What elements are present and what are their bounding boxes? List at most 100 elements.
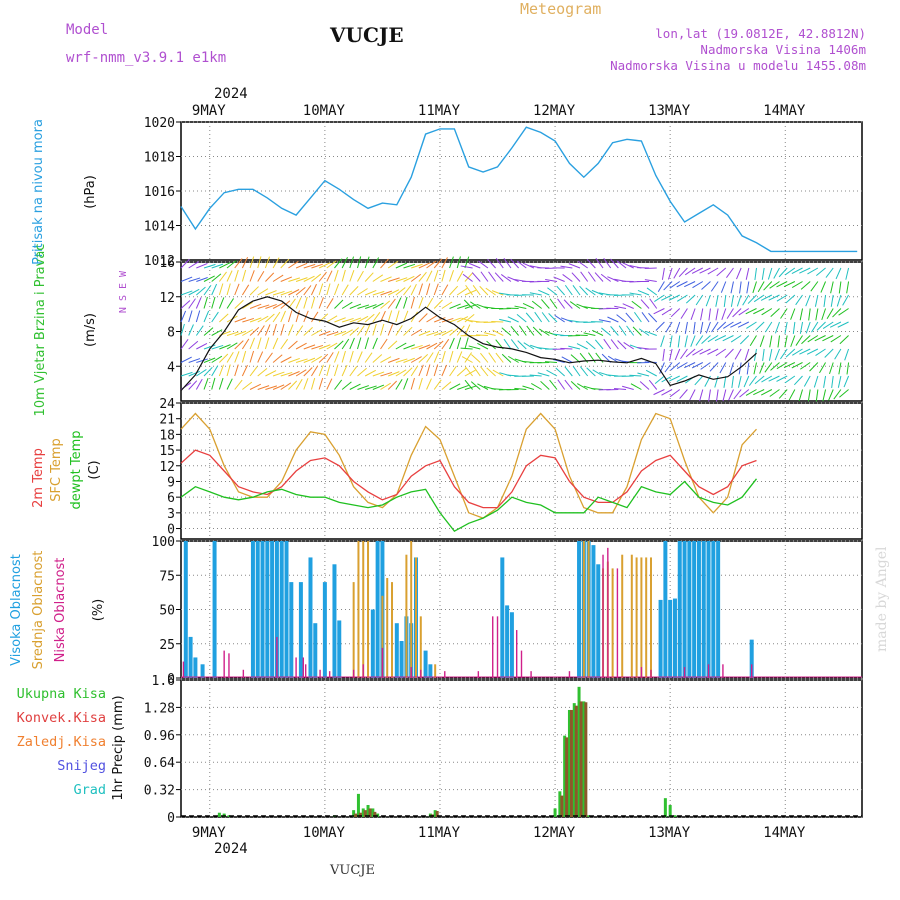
- wind-barb: [762, 348, 765, 361]
- wind-barb: [226, 378, 233, 390]
- wind-barb: [728, 389, 734, 401]
- wind-barb: [310, 296, 316, 309]
- wind-barb: [218, 271, 227, 282]
- wind-barb: [434, 317, 446, 323]
- wind-barb: [491, 290, 504, 296]
- wind-barb: [592, 329, 604, 336]
- wind-barb: [699, 267, 711, 274]
- wind-barb: [264, 256, 270, 269]
- wind-barb: [480, 352, 489, 363]
- ylabel-t2m: 2m Temp: [31, 448, 46, 508]
- wind-barb: [295, 277, 308, 282]
- wind-barb: [441, 284, 449, 296]
- model-name: wrf-nmm_v3.9.1 e1km: [66, 50, 226, 66]
- wind-barb: [403, 296, 408, 309]
- wind-barb: [372, 384, 385, 390]
- wind-barb: [403, 285, 412, 296]
- cloud-bar-0: [183, 541, 188, 678]
- wind-barb: [357, 351, 363, 363]
- wind-barb: [372, 354, 383, 363]
- day-label-top: 13MAY: [648, 103, 691, 119]
- day-label-bottom: 14MAY: [763, 825, 806, 841]
- wind-barb: [790, 308, 796, 320]
- wind-barb: [810, 281, 819, 292]
- wind-barb: [418, 297, 424, 309]
- wind-barb: [668, 375, 680, 382]
- cloud-bar-0: [696, 541, 701, 678]
- wind-barb: [809, 362, 819, 372]
- cloud-bar-0: [193, 657, 198, 678]
- precip-bar-0: [577, 686, 581, 817]
- wind-barb: [540, 380, 550, 390]
- wind-barb: [622, 262, 634, 269]
- wind-barb: [333, 283, 340, 296]
- wind-barb: [522, 303, 535, 309]
- wind-barb: [799, 267, 811, 274]
- wind-barb: [730, 335, 742, 343]
- wind-barb: [659, 362, 665, 374]
- precip-bar-1: [565, 737, 569, 817]
- wind-barb: [777, 335, 781, 348]
- wind-barb: [180, 290, 193, 296]
- cloud-bar-0: [677, 541, 682, 678]
- wind-barb: [495, 258, 504, 269]
- wind-barb: [318, 297, 324, 309]
- cloud-bar-0: [509, 612, 514, 678]
- wind-barb: [634, 311, 642, 323]
- wind-barb: [196, 358, 208, 363]
- wind-barb: [668, 294, 680, 301]
- wind-barb: [418, 344, 431, 350]
- wind-barb: [196, 369, 207, 377]
- wind-barb: [334, 330, 346, 336]
- wind-barb: [341, 329, 353, 336]
- panel-frame: [180, 402, 863, 540]
- wind-barb: [334, 351, 340, 363]
- y-tick-label: 6: [167, 491, 175, 506]
- wind-barb: [418, 354, 429, 363]
- wind-barb: [537, 372, 550, 377]
- wind-barb: [625, 312, 635, 323]
- wind-barb: [357, 270, 364, 282]
- wind-barb: [679, 389, 688, 399]
- wind-barb: [257, 368, 268, 377]
- wind-barb: [387, 324, 394, 336]
- panel-frame: [180, 679, 863, 818]
- wind-barb: [426, 283, 431, 296]
- wind-barb: [487, 258, 496, 269]
- wind-barb: [632, 326, 642, 336]
- wind-barb: [464, 314, 475, 323]
- wind-barb: [769, 335, 773, 348]
- wind-barb: [456, 325, 465, 336]
- wind-barb: [780, 308, 788, 319]
- wind-barb: [395, 287, 406, 296]
- cloud-bar-0: [370, 609, 375, 678]
- cloud-bar-2: [223, 650, 225, 678]
- cloud-bar-0: [250, 541, 255, 678]
- cloud-bar-2: [328, 671, 331, 678]
- wind-barb: [441, 257, 448, 269]
- wind-barb: [714, 335, 727, 342]
- wind-barb: [799, 362, 811, 370]
- wind-barb: [456, 337, 462, 350]
- wind-barb: [769, 389, 780, 397]
- y-tick-label: 25: [159, 638, 175, 653]
- wind-barb: [667, 267, 673, 280]
- cloud-bar-2: [496, 616, 499, 678]
- wind-barb: [403, 357, 415, 363]
- wind-barb: [516, 260, 527, 269]
- y-tick-label: 0: [167, 811, 175, 826]
- wind-barb: [280, 258, 290, 269]
- precip-bar-0: [352, 810, 356, 817]
- wind-barb: [488, 352, 497, 363]
- wind-barb: [716, 321, 727, 331]
- wind-barb: [674, 348, 681, 361]
- wind-barb: [461, 317, 473, 323]
- wind-barb: [685, 294, 696, 304]
- wind-barb: [629, 292, 642, 296]
- y-tick-label: 0.96: [144, 729, 175, 744]
- wind-barb: [638, 328, 650, 336]
- wind-barb: [745, 267, 750, 280]
- wind-barb: [495, 352, 504, 363]
- unit-pressure: (hPa): [83, 175, 98, 209]
- wind-barb: [180, 323, 185, 336]
